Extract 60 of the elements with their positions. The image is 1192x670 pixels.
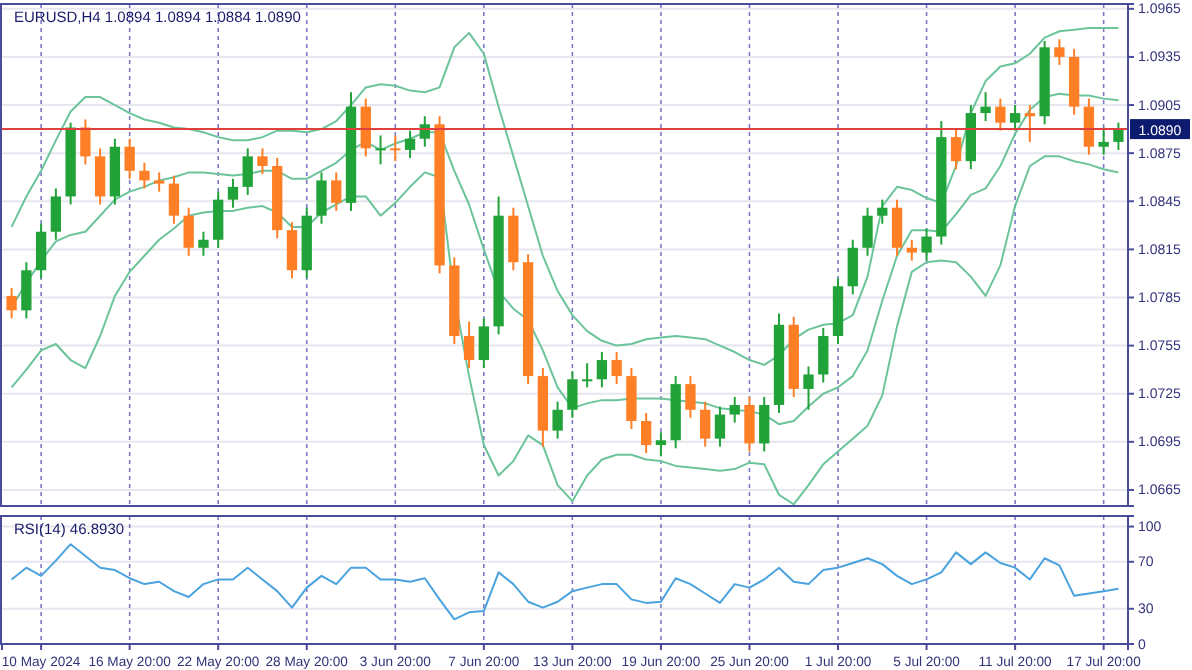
candlestick (596, 351, 608, 389)
candlestick (626, 367, 637, 431)
candlestick (213, 190, 224, 249)
candlestick (257, 147, 268, 176)
candlestick (198, 230, 209, 257)
candlestick (154, 171, 165, 193)
candlestick (759, 395, 770, 453)
candlestick (641, 411, 652, 455)
candlestick (552, 400, 563, 440)
candlestick (700, 400, 711, 448)
candlestick (744, 395, 755, 453)
candlestick (316, 171, 327, 225)
candlestick (1098, 126, 1109, 156)
candlestick (1113, 121, 1124, 151)
candlestick (227, 177, 239, 209)
candlestick (921, 227, 932, 262)
candlestick (581, 362, 593, 389)
candlestick (611, 351, 622, 386)
candlestick (906, 238, 917, 262)
candlestick (803, 365, 814, 411)
candlestick (729, 395, 740, 424)
candlestick (21, 261, 32, 320)
candlestick (331, 171, 342, 212)
candlestick (50, 187, 62, 241)
candlestick (80, 118, 91, 166)
line-series (10, 27, 1120, 366)
candlestick (139, 161, 150, 190)
candlestick (390, 134, 401, 163)
candlestick (950, 128, 962, 171)
candlestick (6, 286, 17, 320)
candlestick (286, 221, 298, 280)
candlestick (1083, 97, 1095, 156)
candlestick (714, 405, 726, 448)
candlestick (183, 206, 194, 257)
candlestick (463, 320, 475, 370)
candlestick (94, 147, 106, 206)
line-series (10, 155, 1120, 506)
candlestick (891, 198, 903, 257)
candlestick (478, 317, 489, 370)
candlestick (375, 134, 386, 166)
candlestick (168, 174, 180, 225)
candlestick (35, 222, 47, 280)
candlestick (862, 206, 873, 257)
candlestick (124, 137, 135, 180)
candlestick (847, 238, 858, 296)
candlestick (1024, 104, 1036, 143)
candlestick (1054, 38, 1065, 66)
candlestick (818, 326, 829, 384)
candlestick (567, 370, 578, 419)
candlestick (404, 129, 416, 159)
candlestick (980, 91, 991, 123)
line-series (10, 543, 1120, 621)
candlestick (508, 206, 519, 272)
candlestick (242, 147, 253, 196)
candlestick (877, 198, 888, 225)
candlestick (685, 375, 696, 419)
candlestick (655, 431, 667, 458)
candlestick (1009, 104, 1021, 132)
candlestick (360, 97, 371, 158)
candlestick (995, 97, 1006, 132)
